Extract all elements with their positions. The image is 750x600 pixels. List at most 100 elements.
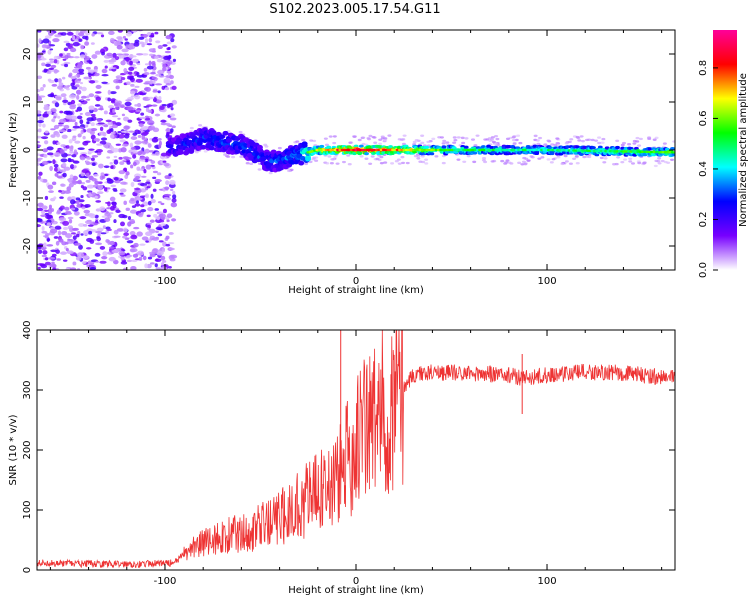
spectrogram-cell <box>616 156 621 159</box>
spectrogram-cell <box>60 93 67 98</box>
spectrogram-cell <box>74 140 81 144</box>
spectrogram-cell <box>69 164 75 170</box>
spectrogram-cell <box>144 158 149 163</box>
spectrogram-cell <box>115 209 121 213</box>
spectrogram-cell <box>143 185 147 188</box>
spectrogram-cell <box>49 48 54 51</box>
spectrogram-cell <box>65 247 69 252</box>
spectrogram-cell <box>50 134 56 138</box>
spectrogram-cell <box>154 83 163 86</box>
spectrogram-cell <box>80 152 88 155</box>
spectrogram-cell <box>147 256 153 260</box>
spectrogram-cell <box>169 117 177 121</box>
spectrogram-cell <box>90 122 95 127</box>
spectrogram-cell <box>72 160 80 164</box>
spectrogram-cell <box>379 155 384 159</box>
spectrogram-cell <box>94 195 98 200</box>
spectrogram-cell <box>647 136 652 139</box>
spectrogram-cell <box>42 250 48 255</box>
spectrogram-cell <box>481 159 486 162</box>
spectrogram-cell <box>65 233 73 239</box>
spectrogram-cell <box>357 151 363 156</box>
spectrogram-cell <box>88 60 93 65</box>
spectrogram-x-tick-label: 100 <box>537 276 556 287</box>
spectrogram-cell <box>148 60 152 66</box>
spectrogram-cell <box>55 249 60 254</box>
spectrogram-cell <box>58 217 67 222</box>
spectrogram-cell <box>46 146 54 151</box>
spectrogram-cell <box>69 199 76 205</box>
spectrogram-cell <box>125 207 130 211</box>
spectrogram-cell <box>672 140 675 143</box>
spectrogram-cell <box>70 196 77 201</box>
spectrogram-cell <box>73 149 77 154</box>
spectrogram-cell <box>101 74 109 77</box>
spectrogram-cell <box>164 50 172 54</box>
spectrogram-cell <box>346 154 351 157</box>
spectrogram-cell <box>53 116 57 119</box>
spectrogram-cell <box>123 232 130 237</box>
spectrogram-cell <box>372 136 377 139</box>
spectrogram-cell <box>564 160 569 163</box>
spectrogram-cell <box>68 74 72 78</box>
spectrogram-cell <box>101 81 108 84</box>
spectrogram-cell <box>109 246 115 249</box>
spectrogram-cell <box>99 126 104 132</box>
spectrogram-cell <box>597 141 602 145</box>
spectrogram-cell <box>378 138 383 141</box>
spectrogram-cell <box>73 56 80 59</box>
spectrogram-cell <box>140 209 147 213</box>
spectrogram-cell <box>95 91 102 94</box>
spectrogram-cell <box>82 186 88 191</box>
spectrogram-cell <box>71 115 78 121</box>
spectrogram-cell <box>239 155 244 158</box>
spectrogram-cell <box>567 140 572 144</box>
spectrogram-cell <box>144 148 150 154</box>
spectrogram-cell <box>87 150 95 153</box>
spectrogram-cell <box>76 267 81 270</box>
spectrogram-cell <box>170 107 174 111</box>
spectrogram-cell <box>130 136 138 140</box>
spectrogram-cell <box>85 172 90 178</box>
spectrogram-cell <box>38 243 44 247</box>
spectrogram-cell <box>106 156 111 159</box>
spectrogram-cell <box>537 157 542 160</box>
spectrogram-cell <box>73 211 80 216</box>
spectrogram-cell <box>71 154 77 158</box>
spectrogram-cell <box>126 160 131 165</box>
spectrogram-cell <box>159 213 166 219</box>
spectrogram-cell <box>147 159 153 162</box>
spectrogram-cell <box>105 210 109 214</box>
spectrogram-cell <box>555 141 560 145</box>
spectrogram-cell <box>511 138 516 142</box>
spectrogram-y-tick-label: -10 <box>22 190 33 206</box>
spectrogram-cell <box>49 165 53 172</box>
spectrogram-cell <box>496 143 501 147</box>
spectrogram-cell <box>56 175 63 179</box>
spectrogram-cell <box>87 224 94 227</box>
spectrogram-cell <box>145 231 153 237</box>
spectrogram-cell <box>42 38 50 44</box>
spectrogram-cell <box>156 211 164 215</box>
spectrogram-cell <box>162 63 167 69</box>
spectrogram-cell <box>46 244 54 247</box>
spectrogram-cell <box>46 152 54 156</box>
spectrogram-cell <box>160 266 168 270</box>
spectrogram-cell <box>628 157 633 160</box>
spectrogram-cell <box>55 132 61 138</box>
spectrogram-cell <box>89 80 96 84</box>
spectrogram-cell <box>44 257 49 261</box>
spectrogram-cell <box>84 55 90 61</box>
spectrogram-cell <box>127 119 133 123</box>
spectrogram-cell <box>71 232 76 235</box>
spectrogram-cell <box>105 239 110 243</box>
spectrogram-cell <box>126 254 133 258</box>
spectrogram-cell <box>78 38 83 42</box>
spectrogram-cell <box>198 124 203 127</box>
spectrogram-cell <box>42 242 47 248</box>
spectrogram-cell <box>135 200 140 204</box>
spectrogram-cell <box>82 223 88 227</box>
spectrogram-cell <box>599 156 604 160</box>
spectrogram-cell <box>74 39 80 43</box>
spectrogram-cell <box>37 175 42 180</box>
